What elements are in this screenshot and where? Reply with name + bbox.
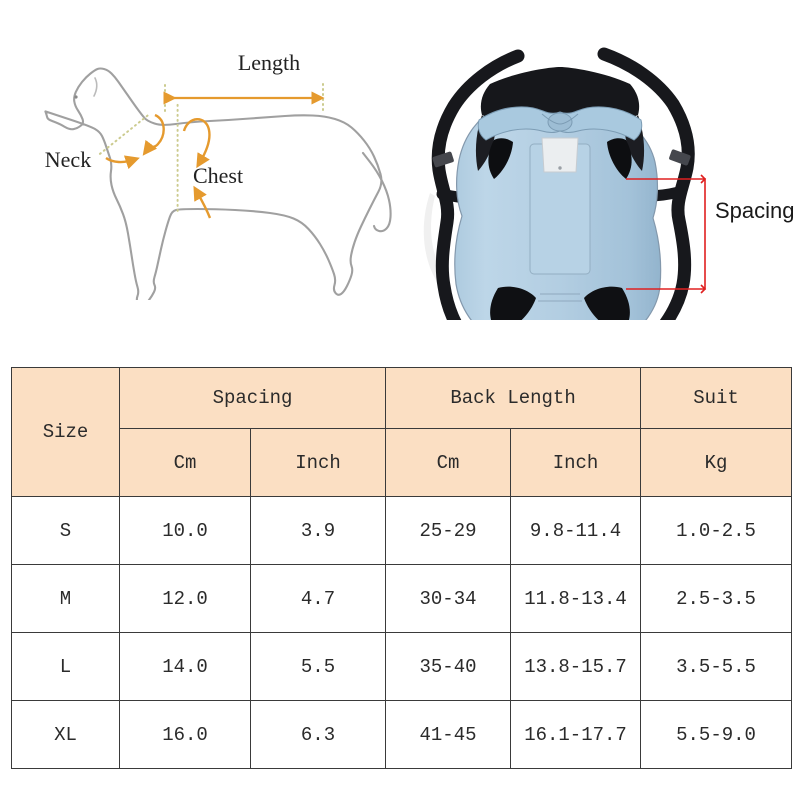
- svg-text:Spacing: Spacing: [715, 198, 795, 223]
- svg-text:Chest: Chest: [193, 163, 243, 188]
- svg-text:Length: Length: [238, 50, 300, 75]
- svg-text:Neck: Neck: [45, 147, 91, 172]
